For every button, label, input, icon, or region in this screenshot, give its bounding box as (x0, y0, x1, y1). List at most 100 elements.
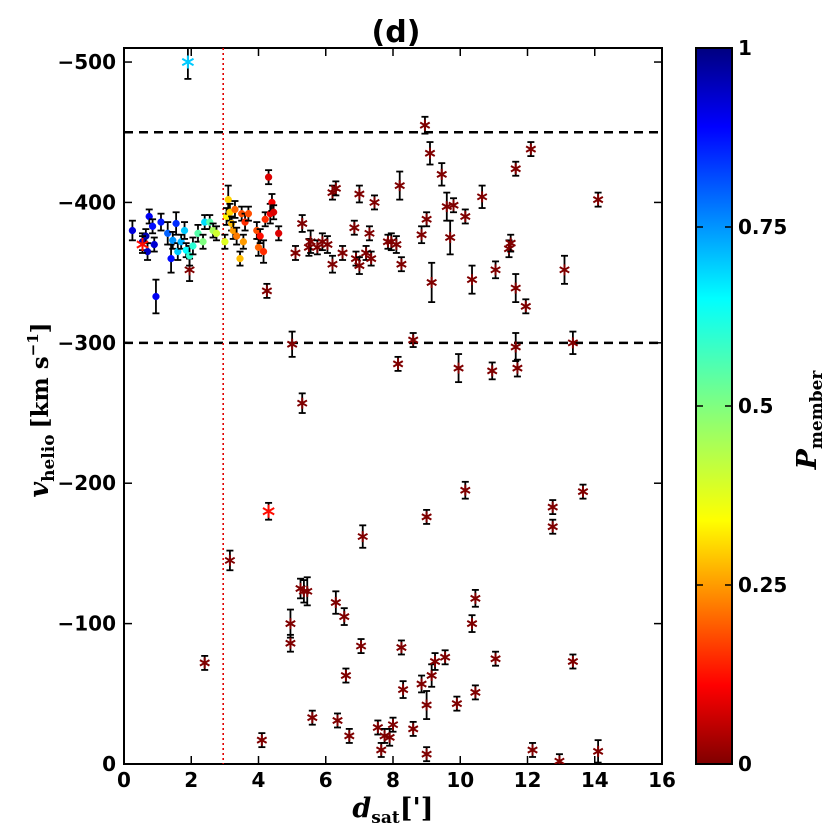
member-point (256, 232, 264, 240)
x-axis-label-unit: ['] (400, 793, 434, 824)
star-marker (512, 362, 523, 374)
member-point (261, 215, 269, 223)
member-point (244, 210, 253, 218)
star-marker (567, 656, 579, 668)
star-marker (391, 239, 402, 251)
star-marker (397, 684, 409, 696)
star-marker (332, 714, 343, 726)
colorbar-tick-label: 1 (738, 36, 752, 60)
y-tick-label: −200 (57, 471, 116, 495)
member-point (221, 238, 229, 246)
star-marker (490, 653, 501, 665)
star-marker (592, 745, 604, 757)
colorbar-tick-label: 0.25 (738, 573, 787, 597)
star-marker (396, 641, 407, 653)
member-point (172, 219, 180, 228)
star-marker (470, 686, 481, 698)
member-point (259, 247, 268, 256)
star-marker (357, 531, 369, 543)
star-marker (340, 670, 352, 682)
star-marker (470, 592, 481, 604)
star-marker (375, 744, 387, 756)
star-marker (416, 229, 427, 241)
star-marker (285, 618, 296, 630)
member-point (206, 218, 214, 226)
star-marker (355, 640, 367, 652)
star-marker (448, 199, 459, 211)
star-marker (296, 217, 308, 229)
star-marker (577, 486, 589, 498)
star-marker (344, 730, 355, 742)
star-marker (419, 119, 431, 131)
star-marker (296, 397, 308, 409)
member-point (212, 229, 221, 237)
x-tick-label: 6 (319, 768, 333, 792)
star-marker (436, 168, 448, 180)
star-marker (567, 337, 579, 349)
member-point (194, 229, 202, 237)
colorbar-tick-label: 0.75 (738, 215, 787, 239)
data-points (128, 48, 604, 764)
member-point (150, 240, 158, 249)
star-marker (327, 258, 338, 270)
star-marker (525, 143, 537, 155)
x-tick-label: 4 (252, 768, 266, 792)
star-marker (396, 258, 407, 270)
star-marker (256, 734, 268, 746)
star-marker (199, 657, 210, 669)
star-marker (451, 698, 463, 710)
star-marker (364, 227, 375, 239)
star-marker (547, 521, 558, 533)
star-marker (262, 504, 275, 518)
x-tick-label: 16 (648, 768, 676, 792)
star-marker (554, 755, 565, 764)
star-marker (136, 238, 149, 252)
star-marker (424, 147, 436, 159)
member-point (236, 254, 244, 263)
star-marker (365, 253, 377, 265)
star-marker (369, 196, 380, 208)
x-axis-label-subscript: sat (371, 808, 400, 828)
star-marker (466, 274, 478, 286)
member-point (185, 252, 194, 260)
x-tick-label: 12 (514, 768, 542, 792)
star-marker (387, 719, 399, 731)
star-marker (466, 618, 478, 630)
colorbar-tick-label: 0.5 (738, 394, 773, 418)
star-marker (338, 611, 350, 623)
y-tick-label: −500 (57, 50, 116, 74)
star-marker (592, 194, 604, 206)
star-marker (337, 247, 348, 259)
star-marker (354, 260, 365, 272)
reference-lines (124, 48, 662, 764)
star-marker (460, 210, 471, 222)
star-marker (330, 597, 342, 609)
colorbar-label: Pmember (792, 370, 827, 471)
plot-frame (123, 47, 663, 765)
x-axis: 0 2 4 6 8 10 12 14 16 (117, 48, 676, 792)
star-marker (490, 264, 501, 276)
star-marker (421, 213, 432, 225)
y-tick-label: 0 (102, 752, 116, 776)
star-marker (416, 678, 427, 690)
star-marker (349, 222, 360, 234)
member-point (264, 173, 273, 181)
star-marker (441, 201, 453, 213)
x-tick-label: 8 (386, 768, 400, 792)
member-point (189, 242, 197, 250)
member-point (143, 247, 152, 256)
x-tick-label: 14 (581, 768, 609, 792)
member-point (152, 292, 160, 301)
star-marker (307, 712, 318, 724)
star-marker (486, 365, 498, 377)
member-point (167, 254, 175, 263)
star-marker (505, 237, 516, 249)
y-axis-label-unit: [km s (27, 356, 54, 428)
member-point (239, 238, 248, 246)
star-marker (426, 670, 437, 682)
y-axis-label-exponent: −1 (24, 333, 42, 356)
star-marker (547, 501, 558, 513)
star-marker (453, 362, 464, 374)
star-marker (305, 236, 316, 248)
